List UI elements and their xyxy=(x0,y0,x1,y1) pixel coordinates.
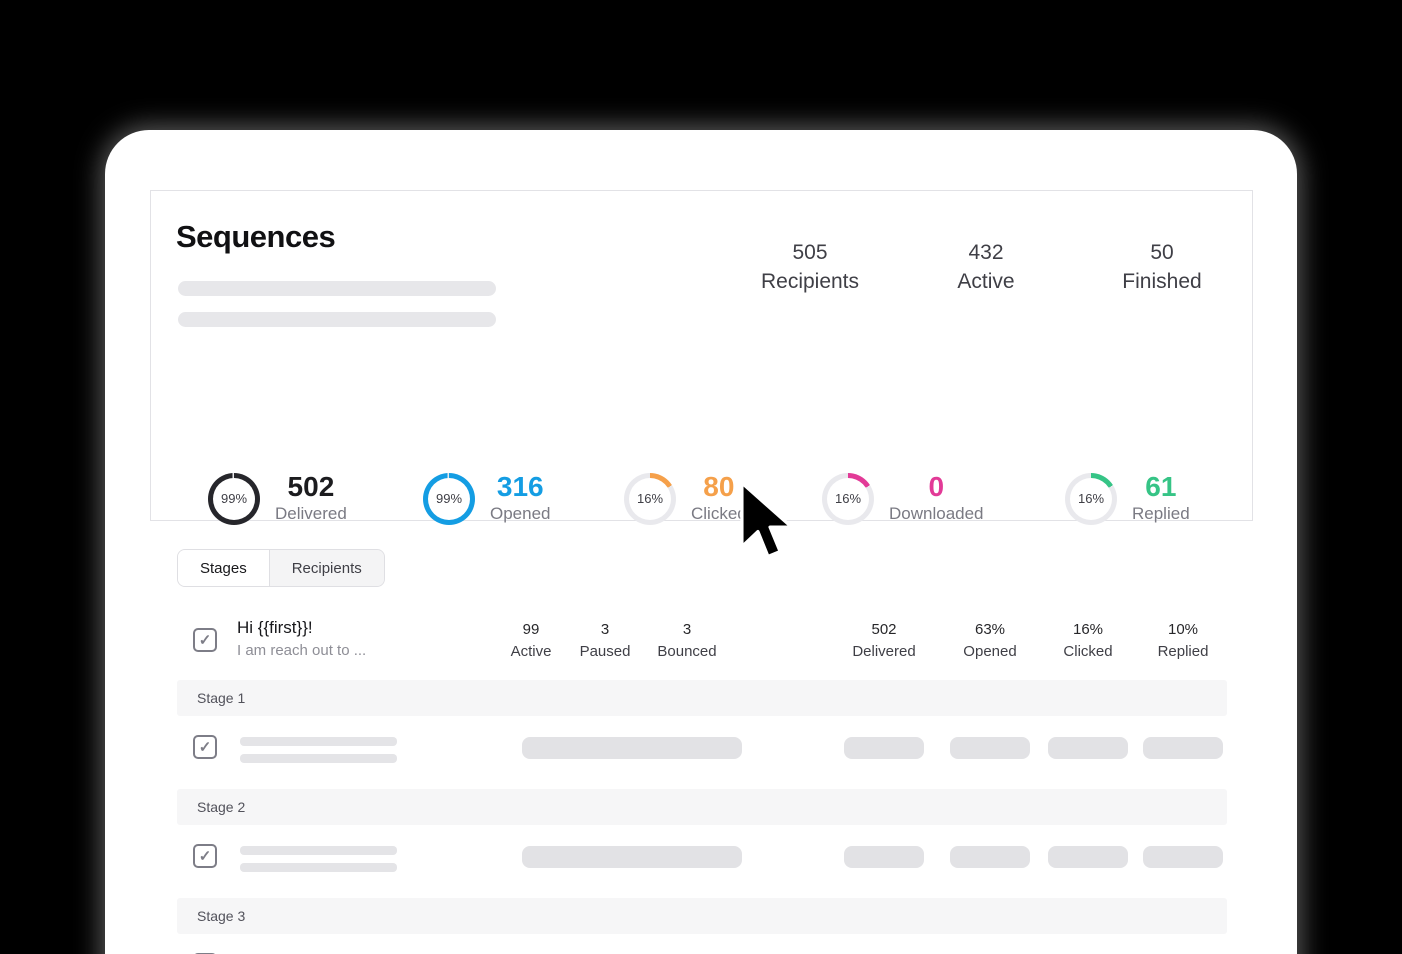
stat-recipients: 505 Recipients xyxy=(750,239,870,297)
column-bounced: 3 Bounced xyxy=(657,621,717,660)
column-active: 99 Active xyxy=(510,621,552,660)
metric-label: Delivered xyxy=(275,503,347,523)
sequences-card: Sequences 505 Recipients 432 Active 50 F… xyxy=(105,130,1297,954)
metric-replied: 16% 61 Replied xyxy=(1065,471,1190,526)
column-opened: 63% Opened xyxy=(963,621,1017,660)
select-all-checkbox[interactable]: ✓ xyxy=(193,628,217,652)
stat-label: Finished xyxy=(1122,269,1202,293)
ring-percent: 16% xyxy=(629,477,671,520)
row-name-skeleton xyxy=(240,846,397,872)
title-skeleton-line xyxy=(178,312,496,327)
metric-downloaded: 16% 0 Downloaded xyxy=(822,471,984,526)
metric-label: Opened xyxy=(490,503,551,523)
view-tabs: Stages Recipients xyxy=(177,549,385,587)
stat-value: 432 xyxy=(968,241,1004,264)
progress-ring-icon: 16% xyxy=(624,472,676,525)
stat-label: Recipients xyxy=(760,269,860,293)
progress-ring-icon: 16% xyxy=(822,472,874,525)
stat-value: 50 xyxy=(1150,241,1174,264)
row-skeleton-pill xyxy=(1048,846,1128,868)
row-skeleton-pill xyxy=(950,846,1030,868)
row-skeleton-pill xyxy=(1048,737,1128,759)
metric-clicked: 16% 80 Clicked xyxy=(624,471,747,526)
stage-section-header: Stage 1 xyxy=(177,680,1227,716)
ring-percent: 16% xyxy=(827,477,869,520)
row-skeleton-pill xyxy=(950,737,1030,759)
metric-value: 80 xyxy=(703,471,735,502)
table-header-row[interactable]: ✓ Hi {{first}}! I am reach out to ... 99… xyxy=(177,610,1227,670)
metric-opened: 99% 316 Opened xyxy=(423,471,551,526)
row-skeleton-pill xyxy=(1143,737,1223,759)
stages-table: ✓ Hi {{first}}! I am reach out to ... 99… xyxy=(177,610,1227,954)
sequence-subtitle: I am reach out to ... xyxy=(237,642,367,659)
metric-label: Downloaded xyxy=(889,503,984,523)
check-icon: ✓ xyxy=(198,739,212,756)
row-skeleton-pill xyxy=(522,846,742,868)
progress-ring-icon: 99% xyxy=(423,472,475,525)
title-skeleton-line xyxy=(178,281,496,296)
metric-value: 502 xyxy=(287,471,335,502)
stat-finished: 50 Finished xyxy=(1102,239,1222,297)
metric-value: 61 xyxy=(1145,471,1177,502)
sequence-name-cell: Hi {{first}}! I am reach out to ... xyxy=(237,618,366,659)
row-skeleton-pill xyxy=(522,737,742,759)
ring-percent: 16% xyxy=(1070,477,1112,520)
metric-value: 0 xyxy=(928,471,945,502)
metric-delivered: 99% 502 Delivered xyxy=(208,471,347,526)
metric-label: Clicked xyxy=(691,503,747,523)
stat-value: 505 xyxy=(792,241,828,264)
tab-stages[interactable]: Stages xyxy=(178,550,269,586)
table-row[interactable]: ✓ xyxy=(177,825,1227,888)
row-checkbox[interactable]: ✓ xyxy=(193,844,217,868)
table-row[interactable]: ✓ xyxy=(177,934,1227,954)
ring-percent: 99% xyxy=(428,477,470,520)
column-paused: 3 Paused xyxy=(579,621,631,660)
progress-ring-icon: 16% xyxy=(1065,472,1117,525)
column-clicked: 16% Clicked xyxy=(1063,621,1113,660)
summary-panel: Sequences 505 Recipients 432 Active 50 F… xyxy=(150,190,1253,525)
sequence-title: Hi {{first}}! xyxy=(237,618,313,637)
metric-value: 316 xyxy=(496,471,544,502)
row-checkbox[interactable]: ✓ xyxy=(193,735,217,759)
row-skeleton-pill xyxy=(844,846,924,868)
row-skeleton-pill xyxy=(844,737,924,759)
row-name-skeleton xyxy=(240,737,397,763)
summary-top-stats: 505 Recipients 432 Active 50 Finished xyxy=(750,239,1222,297)
stat-label: Active xyxy=(957,269,1015,293)
table-row[interactable]: ✓ xyxy=(177,716,1227,779)
progress-ring-icon: 99% xyxy=(208,472,260,525)
tab-recipients[interactable]: Recipients xyxy=(268,550,384,586)
ring-percent: 99% xyxy=(213,477,255,520)
stage-section-header: Stage 2 xyxy=(177,789,1227,825)
check-icon: ✓ xyxy=(198,632,212,649)
page-title: Sequences xyxy=(176,219,336,254)
row-skeleton-pill xyxy=(1143,846,1223,868)
column-replied: 10% Replied xyxy=(1157,621,1209,660)
column-delivered: 502 Delivered xyxy=(852,621,916,660)
metric-label: Replied xyxy=(1132,503,1190,523)
stat-active: 432 Active xyxy=(926,239,1046,297)
check-icon: ✓ xyxy=(198,848,212,865)
stage-section-header: Stage 3 xyxy=(177,898,1227,934)
